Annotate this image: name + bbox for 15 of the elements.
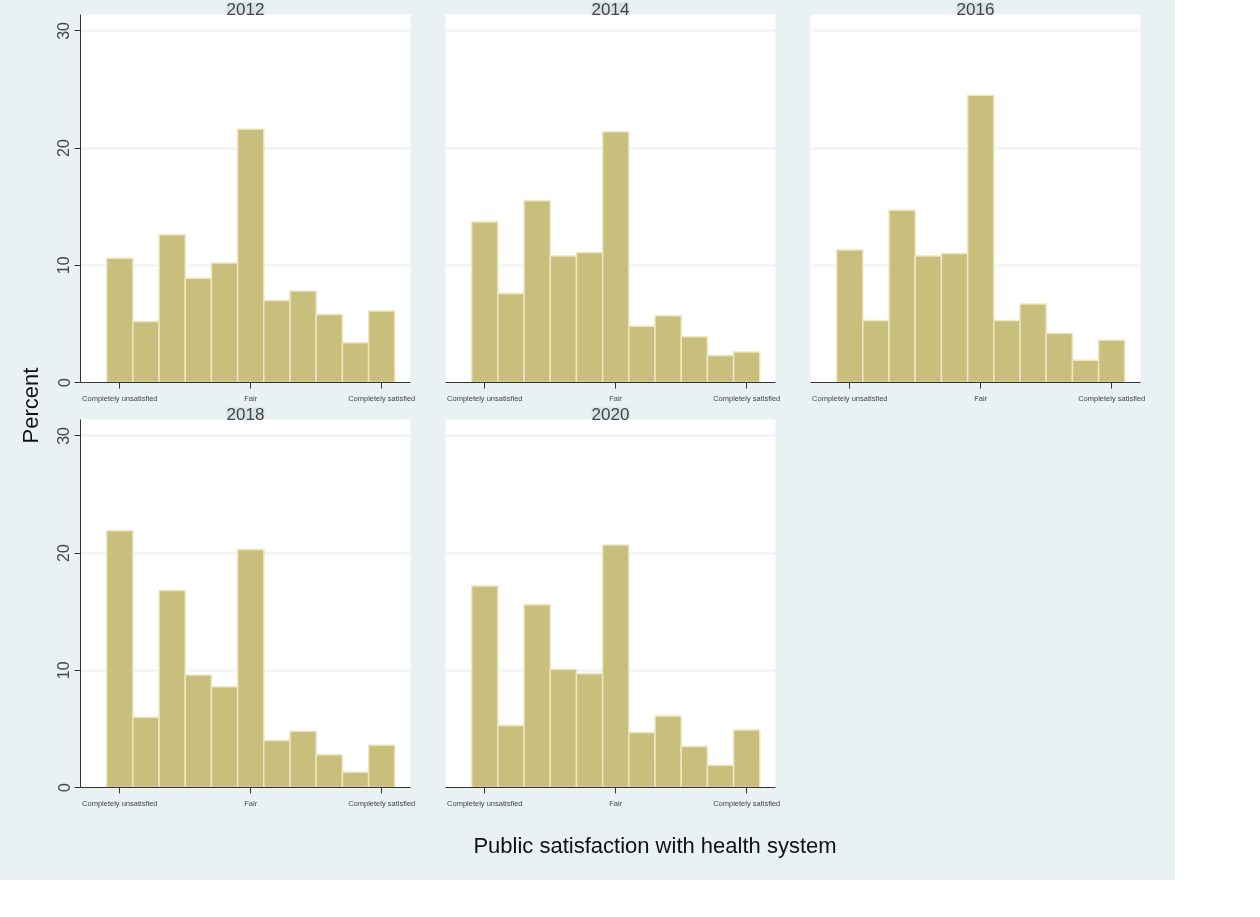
chart-title: 2018 — [226, 404, 265, 424]
y-tick-label: 30 — [55, 21, 73, 40]
chart-title: 2016 — [956, 0, 995, 19]
x-axis-title: Public satisfaction with health system — [473, 832, 837, 860]
y-tick-label: 0 — [55, 377, 73, 387]
y-tick-label: 30 — [55, 426, 73, 445]
y-axis-title: Percent — [18, 367, 43, 444]
y-tick-label: 10 — [55, 256, 73, 275]
y-tick-label: 0 — [55, 782, 73, 792]
chart-title: 2014 — [591, 0, 630, 19]
chart-title: 2020 — [591, 404, 630, 424]
y-tick-label: 20 — [55, 139, 73, 157]
chart-title: 2012 — [226, 0, 265, 19]
y-tick-label: 20 — [55, 544, 73, 562]
y-tick-label: 10 — [55, 661, 73, 680]
